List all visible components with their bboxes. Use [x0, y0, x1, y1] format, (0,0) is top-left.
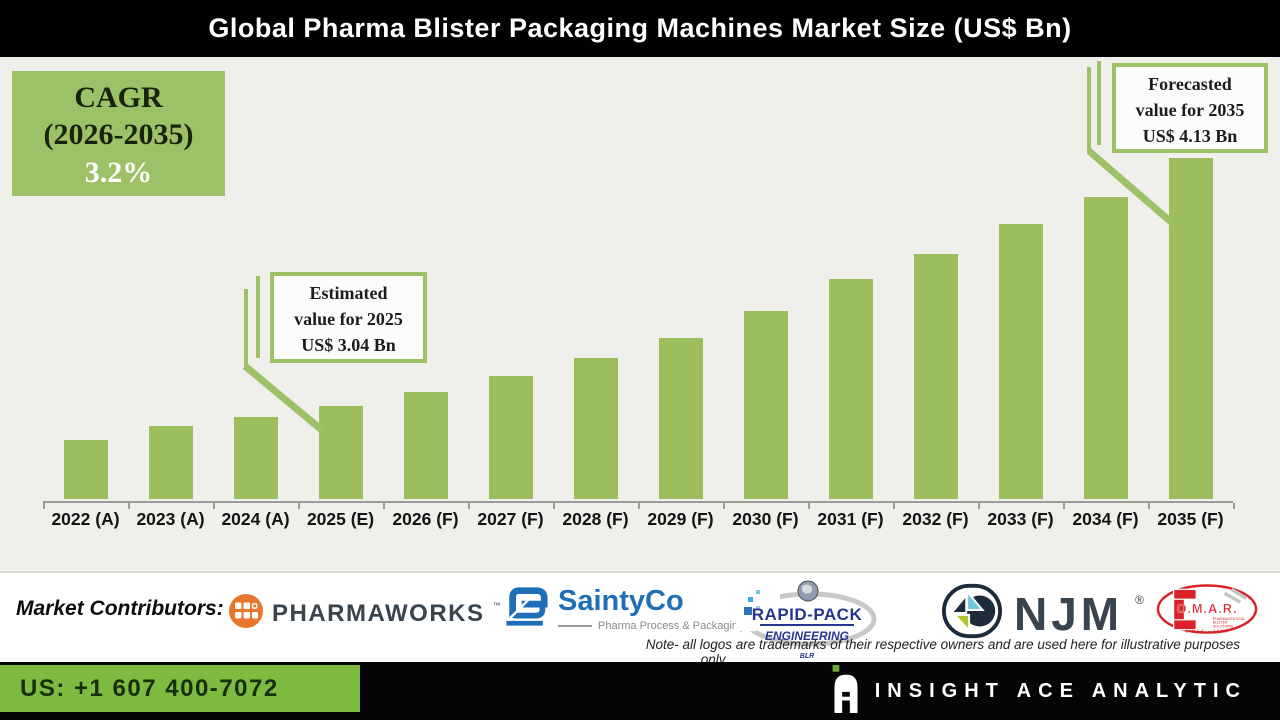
bar-2024 (A)	[233, 417, 278, 499]
axis-tick	[298, 503, 300, 509]
chart-area: CAGR (2026-2035) 3.2% Estimated value fo…	[0, 57, 1280, 573]
axis-tick	[638, 503, 640, 509]
cagr-box: CAGR (2026-2035) 3.2%	[12, 71, 225, 196]
axis-tick	[213, 503, 215, 509]
axis-tick	[1233, 503, 1235, 509]
saintyco-dash	[558, 624, 592, 627]
rapidpack-logo: RAPID-PACK ENGINEERING BLR	[736, 577, 878, 660]
footer-bar: US: +1 607 400-7072 INSIGHT ACE ANALYTIC	[0, 662, 1280, 720]
x-axis-label: 2022 (A)	[51, 509, 120, 529]
callout-2025-line2: value for 2025	[294, 309, 403, 329]
cagr-period: (2026-2035)	[43, 118, 194, 151]
axis-tick	[1148, 503, 1150, 509]
bar-2033 (F)	[998, 224, 1043, 499]
pharmaworks-trademark: ™	[492, 601, 501, 610]
x-axis-label: 2030 (F)	[732, 509, 799, 529]
omar-sub2: BLISTER	[1213, 621, 1228, 625]
bar-2034 (F)	[1083, 197, 1128, 499]
bar-2031 (F)	[828, 279, 873, 499]
x-axis-label: 2033 (F)	[987, 509, 1054, 529]
x-axis-line	[43, 501, 1233, 503]
pharmaworks-icon	[228, 593, 264, 634]
omar-sub3: SOLUTIONS	[1213, 625, 1234, 629]
callout-forecasted-2035: Forecasted value for 2035 US$ 4.13 Bn	[1112, 63, 1268, 153]
callout-2035-line1: Forecasted	[1148, 74, 1232, 94]
insight-ace-brand: INSIGHT ACE ANALYTIC	[831, 664, 1247, 718]
saintyco-tagline: Pharma Process & Packaging	[598, 619, 745, 632]
saintyco-wordmark: SaintyCo	[558, 584, 684, 617]
bar-2022 (A)	[63, 440, 108, 499]
callout-2035-line2: value for 2035	[1135, 100, 1245, 120]
x-axis-label: 2026 (F)	[392, 509, 459, 529]
bar-2030 (F)	[743, 311, 788, 499]
trademark-note-line1: Note- all logos are trademarks of their …	[645, 637, 1240, 652]
axis-tick	[553, 503, 555, 509]
axis-tick	[128, 503, 130, 509]
market-contributors-label: Market Contributors:	[16, 597, 224, 620]
pharmaworks-logo: PHARMAWORKS ™	[228, 593, 501, 634]
callout-2025-line3: US$ 3.04 Bn	[301, 335, 396, 355]
bar-2028 (F)	[573, 358, 618, 499]
rapidpack-wordmark: RAPID-PACK	[751, 605, 863, 624]
callout-estimated-2025: Estimated value for 2025 US$ 3.04 Bn	[270, 272, 427, 363]
title-bar: Global Pharma Blister Packaging Machines…	[0, 0, 1280, 57]
njm-icon	[942, 583, 1002, 644]
axis-tick	[978, 503, 980, 509]
bar-2035 (F)	[1168, 158, 1213, 499]
njm-wordmark: NJM	[1014, 587, 1124, 640]
saintyco-icon	[504, 583, 550, 634]
callout-2025-line1: Estimated	[309, 283, 388, 303]
bar-2023 (A)	[148, 426, 193, 499]
axis-tick	[43, 503, 45, 509]
x-axis-label: 2024 (A)	[221, 509, 290, 529]
x-axis-label: 2031 (F)	[817, 509, 884, 529]
x-axis-label: 2028 (F)	[562, 509, 629, 529]
omar-since: SINCE - 1955	[1185, 629, 1228, 634]
insight-ace-wordmark: INSIGHT ACE ANALYTIC	[874, 679, 1247, 702]
bar-2025 (E)	[318, 406, 363, 499]
pharmaworks-wordmark: PHARMAWORKS	[272, 599, 485, 627]
rapidpack-icon	[736, 577, 877, 647]
x-axis-label: 2034 (F)	[1072, 509, 1139, 529]
cagr-label: CAGR	[74, 81, 163, 114]
x-axis-label: 2032 (F)	[902, 509, 969, 529]
bar-2029 (F)	[658, 338, 703, 499]
rapidpack-blr: BLR	[799, 653, 815, 660]
axis-tick	[468, 503, 470, 509]
callout-2035-line3: US$ 4.13 Bn	[1142, 126, 1238, 146]
contributors-band: Market Contributors: PHARMAWORKS ™	[0, 573, 1280, 667]
phone-box: US: +1 607 400-7072	[0, 665, 360, 712]
omar-wordmark: O.M.A.R.	[1177, 601, 1238, 616]
bar-2032 (F)	[913, 254, 958, 499]
omar-icon: O.M.A.R. PHARMACEUTICAL BLISTER SOLUTION…	[1156, 584, 1258, 634]
bar-2027 (F)	[488, 376, 533, 499]
cagr-value: 3.2%	[84, 156, 153, 189]
axis-tick	[893, 503, 895, 509]
omar-sub1: PHARMACEUTICAL	[1213, 617, 1245, 621]
x-axis-label: 2029 (F)	[647, 509, 714, 529]
page-title: Global Pharma Blister Packaging Machines…	[208, 13, 1072, 43]
phone-number: US: +1 607 400-7072	[20, 674, 279, 702]
bar-2026 (F)	[403, 392, 448, 499]
x-axis-label: 2023 (A)	[136, 509, 205, 529]
njm-logo: NJM ®	[942, 583, 1144, 644]
x-axis-label: 2025 (E)	[306, 509, 375, 529]
axis-tick	[383, 503, 385, 509]
axis-tick	[1063, 503, 1065, 509]
saintyco-logo: SaintyCo Pharma Process & Packaging	[504, 583, 744, 634]
omar-logo: O.M.A.R. PHARMACEUTICAL BLISTER SOLUTION…	[1156, 583, 1258, 637]
rapidpack-engineering: ENGINEERING	[764, 629, 849, 643]
x-axis-label: 2035 (F)	[1157, 509, 1224, 529]
axis-tick	[723, 503, 725, 509]
x-axis-label: 2027 (F)	[477, 509, 544, 529]
insight-ace-icon	[831, 664, 861, 718]
axis-tick	[808, 503, 810, 509]
njm-registered-mark: ®	[1135, 592, 1144, 607]
